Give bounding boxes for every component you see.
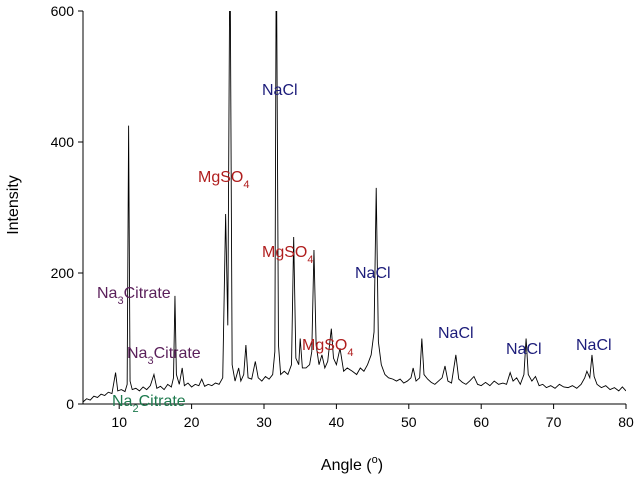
peak-annotation: NaCl: [355, 265, 391, 282]
annotation-part: Citrate: [154, 345, 201, 362]
annotation-part: MgSO: [198, 169, 243, 186]
annotation-part: MgSO: [262, 244, 307, 261]
x-axis-title-part: Angle (: [321, 457, 372, 474]
peak-annotation: NaCl: [576, 337, 612, 354]
peak-annotation: Na2Citrate: [112, 393, 186, 415]
annotation-part: NaCl: [506, 341, 542, 358]
annotation-part: NaCl: [262, 82, 298, 99]
y-tick-label: 0: [66, 396, 74, 412]
y-tick-label: 600: [51, 3, 75, 19]
peak-annotation: MgSO4: [302, 337, 353, 359]
peak-annotation: NaCl: [262, 82, 298, 99]
annotation-part: Na: [127, 345, 148, 362]
x-axis-title-part: o: [372, 454, 378, 466]
annotation-part: 3: [117, 295, 123, 307]
peak-annotation: NaCl: [438, 325, 474, 342]
x-tick-label: 70: [546, 414, 562, 430]
annotation-part: Na: [97, 285, 118, 302]
x-tick-label: 20: [184, 414, 200, 430]
annotation-part: 4: [243, 179, 249, 191]
x-tick-label: 10: [111, 414, 127, 430]
y-tick-label: 400: [51, 134, 75, 150]
x-tick-label: 40: [329, 414, 345, 430]
annotation-part: NaCl: [576, 337, 612, 354]
annotation-part: MgSO: [302, 337, 347, 354]
x-axis-title-part: ): [378, 457, 383, 474]
spectrum-line: [83, 11, 626, 403]
annotation-part: NaCl: [438, 325, 474, 342]
annotation-part: 2: [132, 403, 138, 415]
x-tick-label: 60: [473, 414, 489, 430]
x-axis-title: Angle (o): [321, 454, 383, 474]
peak-annotation: Na3Citrate: [97, 285, 171, 307]
annotation-part: Na: [112, 393, 133, 410]
peak-annotation: NaCl: [506, 341, 542, 358]
x-tick-label: 50: [401, 414, 417, 430]
annotation-part: Citrate: [124, 285, 171, 302]
annotation-part: Citrate: [139, 393, 186, 410]
annotation-part: 3: [147, 355, 153, 367]
peak-annotation: MgSO4: [198, 169, 249, 191]
y-axis-title: Intensity: [5, 175, 22, 235]
peak-annotation: Na3Citrate: [127, 345, 201, 367]
annotation-part: 4: [307, 254, 313, 266]
x-tick-label: 30: [256, 414, 272, 430]
annotation-part: NaCl: [355, 265, 391, 282]
y-tick-label: 200: [51, 265, 75, 281]
annotation-part: 4: [347, 347, 353, 359]
x-tick-label: 80: [618, 414, 634, 430]
peak-annotation: MgSO4: [262, 244, 313, 266]
